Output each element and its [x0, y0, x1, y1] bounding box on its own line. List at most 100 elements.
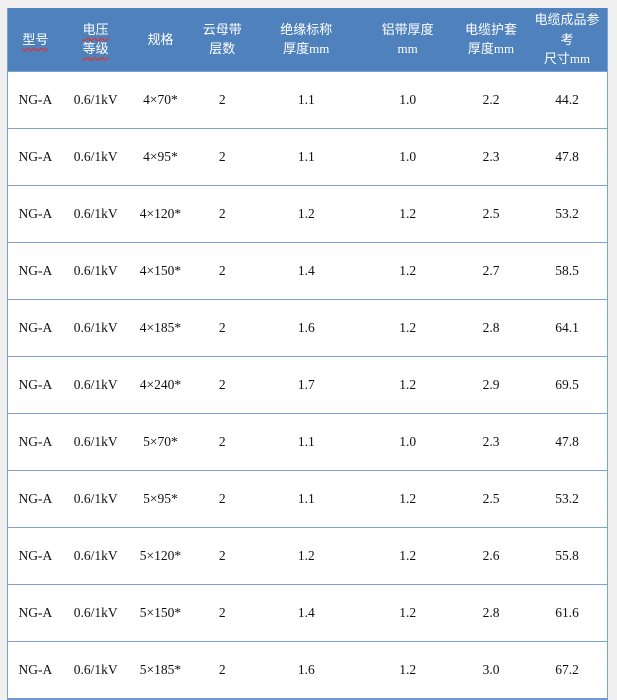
table-cell: 53.2: [527, 469, 608, 527]
table-cell: 2: [192, 184, 253, 242]
table-cell: 2.6: [455, 526, 528, 584]
table-cell: 1.1: [252, 469, 361, 527]
table-cell: 1.2: [252, 184, 361, 242]
table-cell: 0.6/1kV: [62, 526, 129, 584]
table-cell: 1.2: [360, 184, 456, 242]
table-cell: 1.7: [252, 355, 361, 413]
table-cell: 5×120*: [128, 526, 193, 584]
table-cell: 0.6/1kV: [62, 241, 129, 299]
table-cell: 4×185*: [128, 298, 193, 356]
table-cell: NG-A: [7, 640, 63, 699]
column-header: 规格: [128, 8, 193, 71]
table-cell: NG-A: [7, 241, 63, 299]
table-cell: 0.6/1kV: [62, 412, 129, 470]
table-cell: 0.6/1kV: [62, 640, 129, 699]
table-cell: 1.0: [360, 70, 456, 128]
table-cell: 1.6: [252, 640, 361, 699]
table-cell: 4×120*: [128, 184, 193, 242]
table-cell: 2.2: [455, 70, 528, 128]
column-header: 电缆护套厚度mm: [455, 8, 528, 71]
table-cell: NG-A: [7, 355, 63, 413]
table-cell: 2.5: [455, 184, 528, 242]
table-cell: 47.8: [527, 127, 608, 185]
table-cell: 2: [192, 298, 253, 356]
column-header-line: 厚度mm: [467, 41, 515, 57]
table-cell: 1.4: [252, 583, 361, 641]
table-cell: NG-A: [7, 70, 63, 128]
table-cell: 2: [192, 355, 253, 413]
table-cell: NG-A: [7, 127, 63, 185]
table-cell: 1.2: [252, 526, 361, 584]
table-cell: 2: [192, 469, 253, 527]
table-cell: 5×185*: [128, 640, 193, 699]
table-cell: 0.6/1kV: [62, 583, 129, 641]
table-cell: 3.0: [455, 640, 528, 699]
table-row: NG-A 0.6/1kV 4×95* 2 1.1 1.0 2.3 47.8: [7, 127, 608, 185]
table-cell: 2.3: [455, 412, 528, 470]
table-cell: 1.0: [360, 127, 456, 185]
cable-spec-table: 型号 电压 等级 规格 云母带 层数 绝缘标称 厚度mm 铝带厚度 mm 电缆护套 厚度mm 电缆成品参…: [7, 8, 608, 700]
table-row: NG-A 0.6/1kV 4×240* 2 1.7 1.2 2.9 69.5: [7, 355, 608, 413]
table-row: NG-A 0.6/1kV 5×150* 2 1.4 1.2 2.8 61.6: [7, 583, 608, 641]
header-row: 型号 电压 等级 规格 云母带 层数 绝缘标称 厚度mm 铝带厚度 mm 电缆护套 厚度mm 电缆成品参…: [7, 8, 608, 71]
table-cell: 2.8: [455, 298, 528, 356]
table-row: NG-A 0.6/1kV 5×120* 2 1.2 1.2 2.6 55.8: [7, 526, 608, 584]
table-cell: 1.2: [360, 469, 456, 527]
table-cell: 5×150*: [128, 583, 193, 641]
column-header-line: 规格: [147, 31, 174, 47]
table-cell: 4×150*: [128, 241, 193, 299]
column-header: 绝缘标称 厚度mm: [252, 8, 361, 71]
table-cell: 4×95*: [128, 127, 193, 185]
table-row: NG-A 0.6/1kV 5×95* 2 1.1 1.2 2.5 53.2: [7, 469, 608, 527]
table-row: NG-A 0.6/1kV 4×150* 2 1.4 1.2 2.7 58.5: [7, 241, 608, 299]
table-cell: 69.5: [527, 355, 608, 413]
table-cell: 2: [192, 583, 253, 641]
table-cell: 4×70*: [128, 70, 193, 128]
table-cell: 1.4: [252, 241, 361, 299]
table-body: NG-A 0.6/1kV 4×70* 2 1.1 1.0 2.2 44.2 NG-A 0.6/1k…: [7, 70, 608, 699]
table-cell: 2: [192, 70, 253, 128]
table-header: 型号 电压 等级 规格 云母带 层数 绝缘标称 厚度mm 铝带厚度 mm 电缆护套 厚度mm 电缆成品参…: [7, 8, 608, 71]
column-header-line: 电压: [82, 21, 109, 37]
table-row: NG-A 0.6/1kV 4×70* 2 1.1 1.0 2.2 44.2: [7, 70, 608, 128]
table-cell: 0.6/1kV: [62, 298, 129, 356]
table-cell: 67.2: [527, 640, 608, 699]
table-cell: 2.3: [455, 127, 528, 185]
column-header-line: 层数: [209, 41, 236, 57]
table-cell: 5×70*: [128, 412, 193, 470]
table-cell: 1.2: [360, 583, 456, 641]
table-cell: 0.6/1kV: [62, 127, 129, 185]
table-cell: 1.2: [360, 640, 456, 699]
column-header-line: 尺寸mm: [543, 51, 591, 66]
table-cell: 1.2: [360, 241, 456, 299]
column-header-line: 铝带厚度: [381, 21, 434, 37]
table-cell: 61.6: [527, 583, 608, 641]
table-cell: NG-A: [7, 412, 63, 470]
table-cell: 2: [192, 412, 253, 470]
column-header: 电缆成品参考尺寸mm: [527, 8, 608, 71]
table-cell: 2.7: [455, 241, 528, 299]
table-cell: 64.1: [527, 298, 608, 356]
column-header-line: 等级: [82, 41, 109, 57]
table-cell: 1.2: [360, 526, 456, 584]
column-header: 型号: [7, 8, 63, 71]
column-header: 电压 等级: [62, 8, 129, 71]
table-cell: 1.2: [360, 355, 456, 413]
table-cell: 0.6/1kV: [62, 469, 129, 527]
table-cell: 2.5: [455, 469, 528, 527]
table-cell: NG-A: [7, 184, 63, 242]
table-cell: 47.8: [527, 412, 608, 470]
table-cell: 2.9: [455, 355, 528, 413]
column-header-line: 电缆护套: [465, 21, 518, 37]
column-header-line: 绝缘标称: [280, 21, 333, 37]
table-row: NG-A 0.6/1kV 4×185* 2 1.6 1.2 2.8 64.1: [7, 298, 608, 356]
column-header-line: 电缆成品参考: [534, 12, 600, 47]
table-cell: 5×95*: [128, 469, 193, 527]
table-cell: 1.1: [252, 127, 361, 185]
table-cell: 44.2: [527, 70, 608, 128]
table-cell: 4×240*: [128, 355, 193, 413]
table-row: NG-A 0.6/1kV 5×70* 2 1.1 1.0 2.3 47.8: [7, 412, 608, 470]
column-header: 云母带 层数: [192, 8, 253, 71]
table-cell: 1.2: [360, 298, 456, 356]
